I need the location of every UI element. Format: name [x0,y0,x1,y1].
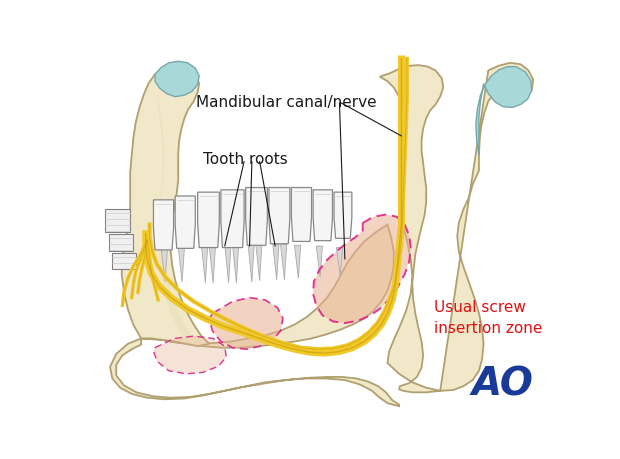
Polygon shape [155,61,199,97]
Text: Usual screw
insertion zone: Usual screw insertion zone [434,301,542,336]
Text: AO: AO [471,366,533,403]
Polygon shape [105,209,130,232]
Polygon shape [156,90,193,341]
Polygon shape [122,66,210,346]
Polygon shape [202,246,208,283]
Polygon shape [112,253,136,269]
Polygon shape [210,297,283,349]
Polygon shape [294,245,301,278]
Polygon shape [379,63,533,392]
Polygon shape [221,190,244,247]
Polygon shape [269,188,290,244]
Polygon shape [210,246,216,283]
Polygon shape [316,246,322,277]
Polygon shape [153,336,226,374]
Polygon shape [336,247,342,275]
Polygon shape [153,200,174,250]
Polygon shape [108,234,133,252]
Polygon shape [246,188,267,245]
Polygon shape [224,245,231,283]
Polygon shape [198,192,219,247]
Polygon shape [313,214,410,323]
Polygon shape [273,245,279,280]
Text: Mandibular canal/nerve: Mandibular canal/nerve [197,95,377,110]
Polygon shape [291,188,312,241]
Polygon shape [280,245,286,280]
Polygon shape [179,247,185,282]
Polygon shape [110,338,399,406]
Polygon shape [248,244,254,282]
Polygon shape [175,196,195,248]
Polygon shape [313,190,332,241]
Polygon shape [476,67,532,155]
Text: Tooth roots: Tooth roots [203,151,288,167]
Polygon shape [232,245,239,283]
Polygon shape [141,224,394,347]
Polygon shape [334,192,352,238]
Polygon shape [161,249,167,281]
Polygon shape [255,244,262,281]
